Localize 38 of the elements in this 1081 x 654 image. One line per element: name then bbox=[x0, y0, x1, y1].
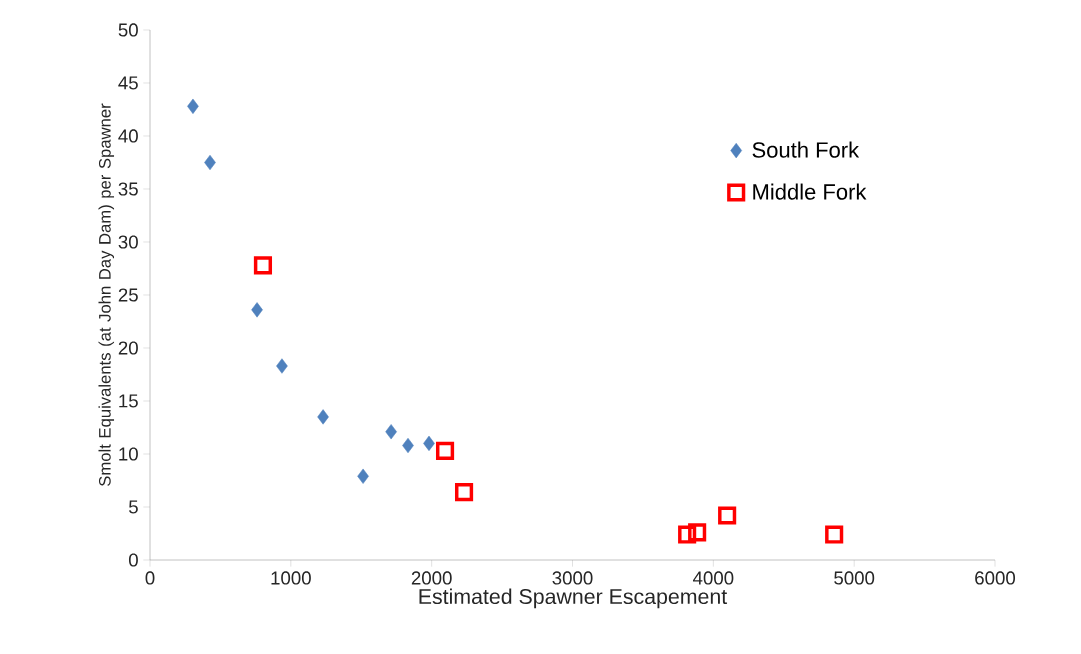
x-tick-label: 1000 bbox=[271, 571, 311, 585]
y-tick-label: 50 bbox=[118, 23, 138, 37]
point bbox=[251, 302, 263, 318]
point bbox=[435, 441, 455, 460]
point bbox=[402, 437, 414, 454]
x-tick-label: 3000 bbox=[552, 571, 593, 585]
y-tick-label: 10 bbox=[119, 447, 138, 461]
point bbox=[423, 435, 435, 451]
y-tick-label: 15 bbox=[119, 394, 138, 408]
y-tick-label: 0 bbox=[128, 553, 138, 567]
y-tick-label: 5 bbox=[129, 500, 138, 514]
point bbox=[454, 483, 474, 502]
y-axis-title: Smolt Equivalents (at John Day Dam) per Spawner bbox=[98, 103, 115, 486]
x-axis-title: Estimated Spawner Escapement bbox=[419, 588, 728, 609]
point bbox=[187, 98, 199, 114]
y-tick-label: 30 bbox=[118, 235, 138, 249]
y-tick-label: 45 bbox=[118, 76, 138, 90]
point bbox=[317, 409, 329, 425]
point bbox=[276, 358, 288, 374]
legend-label: South Fork bbox=[752, 141, 860, 158]
point bbox=[825, 525, 844, 544]
point bbox=[718, 506, 737, 525]
x-tick-label: 4000 bbox=[692, 571, 734, 585]
y-tick-label: 40 bbox=[118, 129, 138, 143]
point bbox=[385, 424, 397, 440]
x-tick-label: 0 bbox=[145, 571, 155, 585]
point bbox=[253, 256, 273, 275]
point bbox=[688, 523, 707, 542]
legend-label: Middle Fork bbox=[753, 183, 867, 200]
y-tick-label: 35 bbox=[118, 182, 138, 196]
x-tick-label: 5000 bbox=[834, 571, 875, 585]
x-tick-label: 6000 bbox=[975, 571, 1016, 585]
point bbox=[678, 525, 697, 544]
x-tick-label: 2000 bbox=[411, 571, 452, 585]
point bbox=[204, 154, 216, 171]
y-tick-label: 20 bbox=[118, 341, 138, 355]
y-tick-label: 25 bbox=[118, 288, 138, 302]
point bbox=[357, 468, 369, 484]
